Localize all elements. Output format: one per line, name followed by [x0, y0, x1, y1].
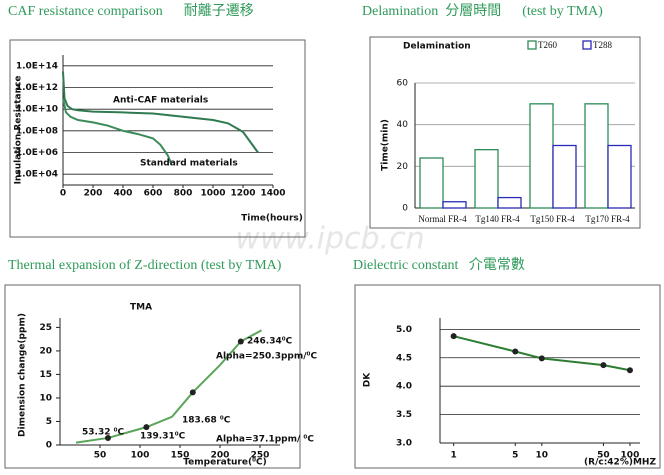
chart-title: Delamination 分層時間 (test by TMA) — [362, 3, 603, 19]
annotation: 183.68 ⁰C — [182, 416, 231, 426]
chart-title: Dielectric constant 介電常數 — [353, 257, 525, 273]
y-tick-label: 5 — [46, 417, 52, 427]
y-tick-label: 0 — [402, 204, 408, 214]
x-tick-label: 1000 — [200, 189, 225, 199]
x-tick-label: Normal FR-4 — [418, 214, 467, 224]
panel — [354, 284, 661, 469]
y-tick-label: 1.0E+12 — [16, 83, 58, 93]
annotation: Alpha=37.1ppm/ ⁰C — [216, 435, 314, 445]
point — [189, 389, 196, 396]
x-tick-label: 0 — [60, 189, 66, 199]
x-tick-label: Tg170 FR-4 — [585, 214, 630, 224]
x-tick-label: 150 — [171, 451, 190, 461]
y-tick-label: 20 — [39, 346, 52, 356]
x-tick-label: 1400 — [260, 189, 285, 199]
bar — [442, 201, 467, 209]
watermark: www.ipcb.cn — [235, 222, 424, 257]
y-tick-label: 40 — [397, 120, 409, 130]
x-tick-label: 200 — [84, 189, 103, 199]
x-axis-label: Time(hours) — [241, 214, 303, 224]
x-axis-label: Temperature(⁰C) — [183, 458, 267, 468]
y-tick-label: 1.0E+08 — [16, 126, 58, 136]
y-tick-label: 4.0 — [396, 382, 412, 392]
y-tick-label: 15 — [39, 370, 52, 380]
legend-swatch — [527, 40, 537, 50]
x-tick-label: Tg140 FR-4 — [475, 214, 520, 224]
y-tick-label: 1.0E+14 — [16, 61, 58, 71]
y-axis-label: Insulation Resistance — [14, 76, 24, 185]
x-tick-label: 800 — [174, 189, 193, 199]
y-tick-label: 3.5 — [396, 410, 412, 420]
legend-label: T288 — [593, 40, 612, 50]
bar — [584, 103, 609, 209]
bar — [552, 144, 577, 209]
legend-label: T260 — [538, 40, 557, 50]
x-tick-label: Tg150 FR-4 — [530, 214, 575, 224]
point — [626, 367, 633, 374]
x-tick-label: 5 — [512, 451, 518, 461]
y-tick-label: 0 — [46, 441, 52, 451]
chart-title: Thermal expansion of Z-direction (test b… — [8, 258, 282, 273]
series-line — [62, 71, 259, 154]
annotation: Alpha=250.3ppm/⁰C — [216, 352, 317, 362]
y-tick-label: 5.0 — [396, 325, 412, 335]
bar — [529, 103, 554, 209]
x-tick-label: 50 — [94, 451, 107, 461]
legend-swatch — [582, 40, 592, 50]
point — [237, 338, 244, 345]
x-tick-label: 1 — [451, 451, 457, 461]
y-tick-label: 4.5 — [396, 353, 412, 363]
bar — [419, 157, 444, 209]
y-tick-label: 60 — [397, 79, 409, 89]
bar — [497, 196, 522, 209]
y-tick-label: 25 — [39, 323, 52, 333]
y-axis-label: Time(min) — [381, 119, 391, 171]
x-tick-label: 10 — [536, 451, 549, 461]
y-tick-label: 1.0E+04 — [16, 170, 58, 180]
panel-title: Delamination — [403, 42, 471, 52]
x-axis-label: (R/c:42%)MHZ — [584, 458, 656, 468]
panel — [369, 36, 641, 229]
y-tick-label: 10 — [39, 393, 52, 403]
x-tick-label: 200 — [211, 451, 230, 461]
series-label: Standard materials — [140, 159, 238, 169]
x-tick-label: 50 — [597, 451, 610, 461]
x-tick-label: 100 — [131, 451, 150, 461]
panel — [9, 39, 306, 238]
series-label: Anti-CAF materials — [113, 96, 208, 106]
y-tick-label: 3.0 — [396, 439, 412, 449]
x-tick-label: 1200 — [230, 189, 255, 199]
point — [600, 362, 607, 369]
y-tick-label: 20 — [397, 162, 409, 172]
x-tick-label: 400 — [114, 189, 133, 199]
panel — [4, 284, 301, 469]
series-line — [62, 98, 172, 164]
annotation: 246.34⁰C — [247, 337, 293, 347]
y-axis-label: DK — [363, 372, 373, 387]
y-axis-label: Dimension change(ppm) — [18, 313, 28, 437]
y-tick-label: 1.0E+10 — [16, 105, 58, 115]
bar — [607, 144, 632, 209]
point — [512, 348, 519, 355]
point — [143, 424, 150, 431]
y-tick-label: 1.0E+06 — [16, 148, 58, 158]
panel-title: TMA — [130, 303, 152, 313]
point — [450, 333, 457, 340]
chart-title: CAF resistance comparison 耐離子遷移 — [8, 2, 254, 19]
x-tick-label: 600 — [144, 189, 163, 199]
bar — [474, 149, 499, 209]
x-tick-label: 250 — [251, 451, 270, 461]
annotation: 53.32 ⁰C — [82, 428, 125, 438]
point — [538, 355, 545, 362]
annotation: 139.31⁰C — [140, 432, 186, 442]
series-line — [75, 329, 263, 444]
x-tick-label: 100 — [621, 451, 640, 461]
point — [105, 434, 111, 441]
